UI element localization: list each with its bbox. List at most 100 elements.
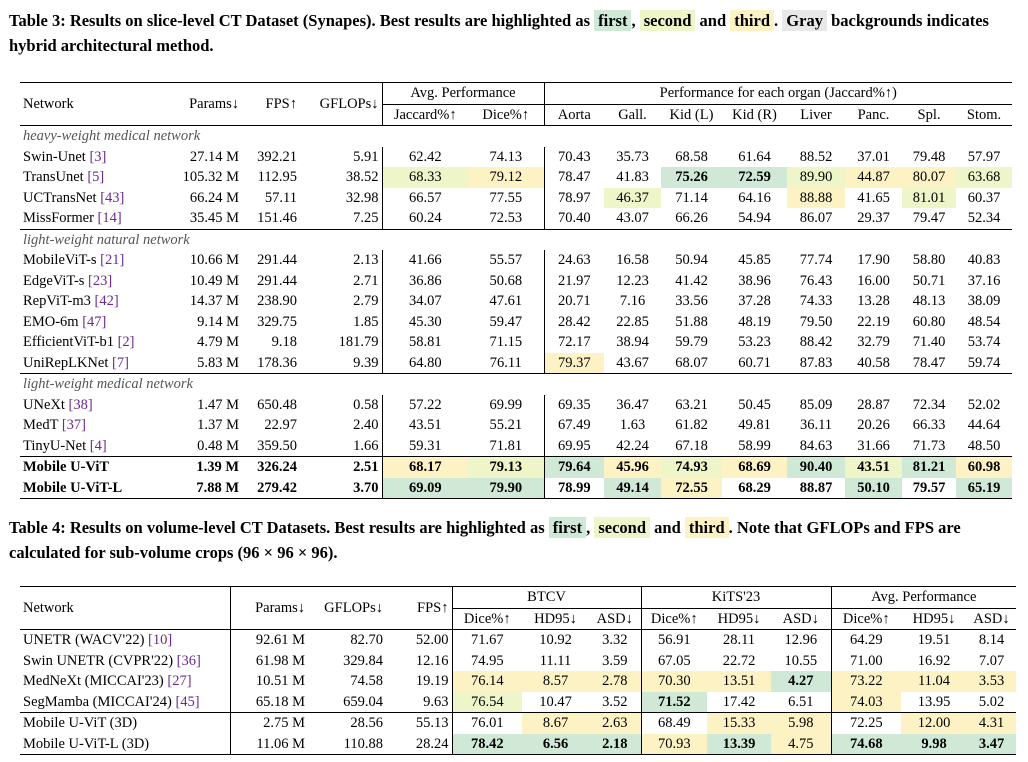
data-cell: 392.21 <box>257 148 297 165</box>
data-cell: 38.94 <box>616 334 649 350</box>
data-cell: 3.32 <box>602 632 628 648</box>
network-name: UNeXt [38] <box>20 395 156 416</box>
data-cell: 60.71 <box>738 354 771 371</box>
network-name: Mobile U-ViT <box>23 459 110 475</box>
table-row: UNETR (WACV'22) [10] 92.61 M 82.70 52.00 71.… <box>20 629 1017 651</box>
data-cell: 52.34 <box>967 210 1001 226</box>
citation: [5] <box>87 169 105 185</box>
data-cell: 36.47 <box>616 396 649 413</box>
data-cell: 52.00 <box>415 632 449 648</box>
data-cell: 65.19 <box>956 477 1012 499</box>
data-cell: 37.28 <box>738 293 771 309</box>
legend-third: third <box>684 517 729 538</box>
citation: [3] <box>89 148 107 165</box>
data-cell: 72.17 <box>543 332 604 353</box>
caption-text: backgrounds indicates hybrid architectur… <box>9 11 989 55</box>
data-cell: 65.18 M <box>229 691 308 713</box>
data-cell: 2.75 M <box>229 712 308 734</box>
data-cell: 5.83 M <box>197 354 239 371</box>
data-cell: 71.52 <box>640 691 708 713</box>
citation: [37] <box>61 417 86 433</box>
network-label: MedT <box>23 417 59 433</box>
data-cell: 41.42 <box>675 272 708 289</box>
data-cell: 291.44 <box>257 272 297 289</box>
section-title: light-weight natural network <box>23 231 190 248</box>
caption-text: , <box>586 518 595 537</box>
network-name: Mobile U-ViT (3D) <box>23 715 138 731</box>
legend-third: third <box>730 10 775 31</box>
data-cell: 326.24 <box>257 459 297 475</box>
table-row: MissFormer [14] 35.45 M 151.46 7.25 60.24 72.… <box>20 208 1012 229</box>
table-row: UCTransNet [43] 66.24 M 57.11 32.98 66.57 77.… <box>20 187 1012 208</box>
data-cell: 1.63 <box>619 417 646 433</box>
network-name: MobileViT-s [21] <box>20 250 156 271</box>
group-header-avg: Avg. Performance <box>830 586 1017 609</box>
caption-text: . <box>774 11 783 30</box>
data-cell: 22.72 <box>722 652 756 669</box>
table-row: EfficientViT-b1 [2] 4.79 M 9.18 181.79 58.81… <box>20 332 1012 353</box>
citation: [14] <box>97 210 122 226</box>
data-cell: 12.00 <box>901 712 968 734</box>
data-cell: 68.17 <box>381 456 468 478</box>
data-cell: 70.30 <box>640 671 708 692</box>
data-cell: 51.88 <box>675 313 708 330</box>
data-cell: 22.19 <box>857 313 890 330</box>
data-cell: 3.47 <box>967 733 1017 755</box>
data-cell: 22.85 <box>616 313 649 330</box>
data-cell: 71.00 <box>830 650 902 671</box>
data-cell: 49.81 <box>738 417 771 433</box>
data-cell: 10.47 <box>539 693 572 710</box>
data-cell: 58.99 <box>738 437 771 454</box>
network-name: TransUnet [5] <box>20 167 156 188</box>
data-cell: 20.71 <box>543 291 604 312</box>
data-cell: 85.09 <box>799 396 833 413</box>
data-cell: 4.31 <box>967 712 1017 734</box>
network-label: MissFormer <box>23 210 94 226</box>
col-header: HD95↓ <box>912 610 956 627</box>
col-header: Dice%↑ <box>830 608 902 630</box>
data-cell: 66.26 <box>675 210 708 226</box>
group-header-avg: Avg. Performance <box>381 82 544 105</box>
data-cell: 10.66 M <box>189 252 239 268</box>
citation: [36] <box>176 652 201 669</box>
data-cell: 1.66 <box>353 437 379 454</box>
data-cell: 78.97 <box>543 187 604 208</box>
data-cell: 28.24 <box>415 735 449 752</box>
citation: [47] <box>82 313 107 330</box>
data-cell: 181.79 <box>338 334 379 350</box>
col-header: ASD↓ <box>973 610 1010 627</box>
data-cell: 72.53 <box>489 210 523 226</box>
data-cell: 2.18 <box>589 733 642 755</box>
data-cell: 35.45 M <box>189 210 239 226</box>
data-cell: 28.42 <box>543 311 604 332</box>
network-label: EMO-6m <box>23 313 79 330</box>
data-cell: 14.37 M <box>189 293 239 309</box>
data-cell: 105.32 M <box>182 169 239 185</box>
data-cell: 6.51 <box>788 693 814 710</box>
data-cell: 68.49 <box>640 712 708 734</box>
data-cell: 59.74 <box>967 354 1001 371</box>
caption-text: Table 3: Results on slice-level CT Datas… <box>9 11 595 30</box>
col-header-fps: FPS↑ <box>265 95 297 112</box>
data-cell: 27.14 M <box>189 148 239 165</box>
data-cell: 64.80 <box>381 352 468 374</box>
data-cell: 69.95 <box>543 435 604 457</box>
network-name: Swin-Unet [3] <box>20 147 156 168</box>
data-cell: 238.90 <box>257 293 297 309</box>
ours-row: Mobile U-ViT 1.39 M 326.24 2.51 68.17 79.13 79… <box>20 456 1012 478</box>
col-header: HD95↓ <box>534 610 577 627</box>
data-cell: 2.71 <box>353 272 379 289</box>
data-cell: 72.55 <box>661 477 722 499</box>
network-label: UNeXt <box>23 396 65 413</box>
data-cell: 46.37 <box>604 187 661 208</box>
data-cell: 61.82 <box>675 417 708 433</box>
caption-text: . Note that GFLOPs and FPS are calculate… <box>9 518 961 562</box>
data-cell: 40.58 <box>857 354 890 371</box>
network-label: UCTransNet <box>23 189 97 206</box>
data-cell: 88.88 <box>787 187 845 208</box>
data-cell: 5.98 <box>771 712 832 734</box>
data-cell: 20.26 <box>857 417 890 433</box>
data-cell: 12.96 <box>784 632 818 648</box>
data-cell: 71.15 <box>489 334 523 350</box>
data-cell: 87.83 <box>799 354 833 371</box>
